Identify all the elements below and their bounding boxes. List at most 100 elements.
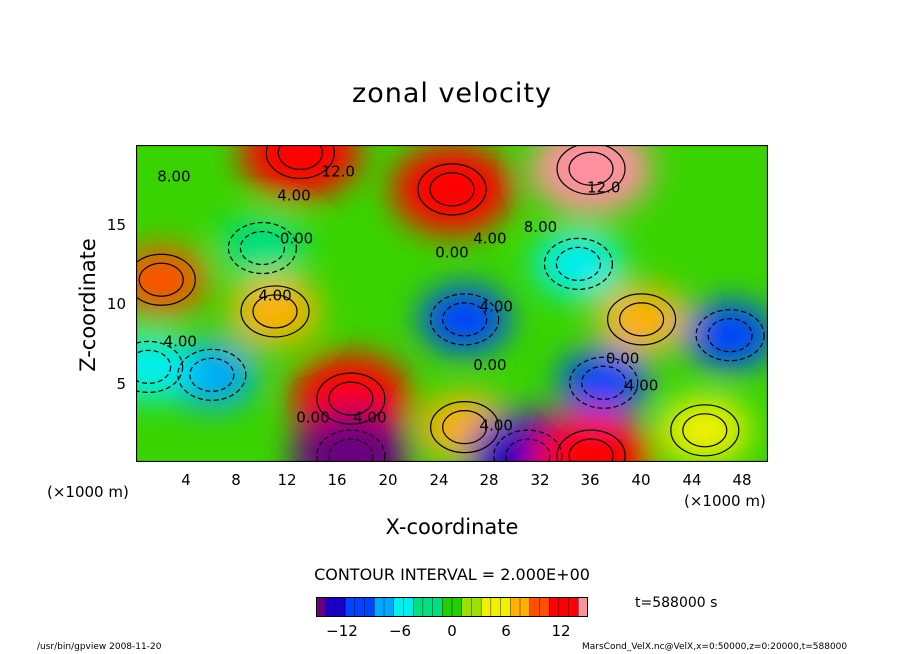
contour-label: 0.00 <box>473 356 506 374</box>
velocity-region <box>685 301 768 369</box>
velocity-region <box>230 277 321 346</box>
y-tick-label: 15 <box>106 216 126 234</box>
x-tick-label: 40 <box>631 471 651 489</box>
contour-label: 4.00 <box>353 408 386 426</box>
colorbar-tick-label: −6 <box>388 622 412 640</box>
colorbar-tick-label: −12 <box>326 622 358 640</box>
contour-line <box>138 262 184 297</box>
contour-label: 0.00 <box>296 408 329 426</box>
colorbar-cell <box>578 597 588 617</box>
contour-line <box>619 302 665 337</box>
contour-label: 0.00 <box>280 229 313 247</box>
colorbar-cell <box>471 597 482 617</box>
contour-line <box>442 302 488 337</box>
colorbar-tick-label: 12 <box>551 622 571 640</box>
colorbar-cell <box>548 597 560 617</box>
contour-line <box>136 253 196 306</box>
colorbar-cell <box>325 597 337 617</box>
footer-program-date: /usr/bin/gpview 2008-11-20 <box>37 642 162 652</box>
contour-label: 4.00 <box>258 286 291 304</box>
contour-line <box>252 294 298 329</box>
contour-line <box>136 340 184 393</box>
x-tick-label: 12 <box>277 471 297 489</box>
contour-line <box>569 356 639 409</box>
contour-line <box>136 349 172 384</box>
contour-line <box>555 246 601 281</box>
x-tick-label: 32 <box>530 471 550 489</box>
x-tick-label: 48 <box>732 471 752 489</box>
velocity-region <box>533 230 624 298</box>
contour-line <box>429 172 475 207</box>
contour-line <box>607 293 677 346</box>
colorbar <box>316 597 588 617</box>
contour-label: 12.0 <box>322 163 355 181</box>
contour-line <box>430 401 500 454</box>
colorbar-cell <box>364 597 375 617</box>
contour-label: 0.00 <box>606 350 639 368</box>
velocity-region <box>596 285 687 354</box>
contour-line <box>670 404 740 457</box>
contour-label: 12.0 <box>587 179 620 197</box>
contour-line <box>430 293 500 346</box>
colorbar-cell <box>412 597 424 617</box>
contour-line <box>493 429 563 462</box>
plot-frame <box>136 145 768 462</box>
contour-label: 0.00 <box>435 244 468 262</box>
colorbar-cell <box>344 597 356 617</box>
colorbar-tick-label: 6 <box>501 622 511 640</box>
colorbar-tick-label: 0 <box>447 622 457 640</box>
contour-line <box>189 357 235 392</box>
contour-line <box>695 309 765 362</box>
colorbar-cell <box>422 597 434 617</box>
x-axis-label: X-coordinate <box>385 515 519 539</box>
contour-line <box>707 318 753 353</box>
y-axis-label: Z-coordinate <box>76 238 100 372</box>
velocity-region <box>659 396 750 462</box>
contour-label: 4.00 <box>277 186 310 204</box>
velocity-region <box>558 349 649 417</box>
colorbar-cell <box>490 597 502 617</box>
footer-data-source: MarsCond_VelX.nc@VelX,x=0:50000,z=0:2000… <box>582 642 848 652</box>
colorbar-cell <box>403 597 414 617</box>
colorbar-cell <box>568 597 579 617</box>
velocity-region <box>136 245 207 314</box>
contour-line <box>505 438 551 462</box>
colorbar-cell <box>393 597 405 617</box>
colorbar-cell <box>461 597 473 617</box>
plot-area: 8.00 12.0 4.00 12.0 0.00 4.00 8.00 0.00 4.00 4.00… <box>136 145 768 462</box>
velocity-region <box>240 145 361 198</box>
contour-line <box>265 145 335 180</box>
colorbar-cell <box>335 597 346 617</box>
x-tick-label: 24 <box>429 471 449 489</box>
contour-interval-text: CONTOUR INTERVAL = 2.000E+00 <box>314 565 590 584</box>
contour-line <box>568 438 614 462</box>
colorbar-cell <box>316 597 327 617</box>
contour-line <box>568 151 614 186</box>
contour-label: 8.00 <box>157 167 190 185</box>
contour-label: 4.00 <box>473 229 506 247</box>
colorbar-cell <box>558 597 570 617</box>
contour-line <box>556 145 626 195</box>
contour-line <box>177 348 247 401</box>
contour-line <box>239 230 286 266</box>
contour-line <box>581 365 627 400</box>
contour-line <box>328 381 374 416</box>
velocity-region <box>419 285 510 354</box>
colorbar-cell <box>374 597 385 617</box>
contour-line <box>277 145 323 171</box>
y-tick-label: 5 <box>116 375 126 393</box>
x-tick-label: 20 <box>378 471 398 489</box>
y-tick-label: 10 <box>106 295 126 313</box>
colorbar-cell <box>451 597 463 617</box>
colorbar-cell <box>480 597 492 617</box>
contour-label: 4.00 <box>164 332 197 350</box>
colorbar-cell <box>519 597 531 617</box>
colorbar-cell <box>500 597 511 617</box>
colorbar-cell <box>539 597 550 617</box>
x-tick-label: 16 <box>327 471 347 489</box>
contour-line <box>316 429 386 462</box>
time-stamp: t=588000 s <box>635 595 718 611</box>
velocity-region <box>392 145 512 235</box>
colorbar-cell <box>383 597 395 617</box>
contour-line <box>417 163 487 216</box>
